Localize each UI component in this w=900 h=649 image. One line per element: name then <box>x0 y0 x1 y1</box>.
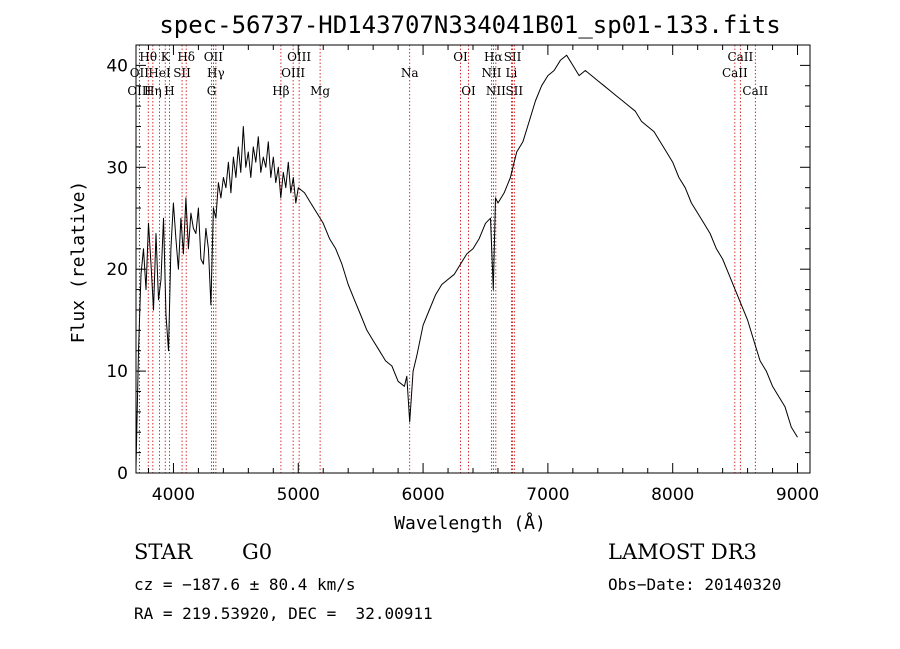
spectral-line-label: OIII <box>127 84 151 98</box>
spectral-line-label: HeI <box>148 66 171 80</box>
redshift-velocity: cz = −187.6 ± 80.4 km/s <box>134 575 356 594</box>
spectral-line-label: SII <box>505 84 523 98</box>
y-tick-label: 40 <box>106 56 128 76</box>
spectral-line-label: OI <box>453 50 468 64</box>
x-tick-label: 8000 <box>651 485 694 505</box>
spectral-line-label: Hα <box>484 50 503 64</box>
flux-line <box>135 54 798 468</box>
y-axis-ticks: 0 10 20 30 40 <box>106 44 810 484</box>
x-tick-label: 5000 <box>277 485 320 505</box>
spectral-line-label: Li <box>506 66 518 80</box>
x-tick-label: 6000 <box>401 485 444 505</box>
x-tick-label: 7000 <box>526 485 569 505</box>
spectral-line-label: Na <box>401 66 419 80</box>
spectral-line-label: OI <box>461 84 476 98</box>
x-axis-label: Wavelength (Å) <box>394 512 546 534</box>
spectral-line-label: Hβ <box>272 84 289 98</box>
spectral-line-label: CaII <box>722 66 748 80</box>
spectral-line-label: OII <box>130 66 150 80</box>
spectral-line-label: K <box>161 50 171 64</box>
observation-date: Obs−Date: 20140320 <box>608 575 782 594</box>
spectral-line-label: G <box>207 84 217 98</box>
spectral-line-label: NII <box>486 84 506 98</box>
spectral-line-label: SII <box>504 50 522 64</box>
spectral-line-label: Mg <box>310 84 330 98</box>
spectral-line-label: OII <box>204 50 224 64</box>
plot-frame <box>135 44 811 474</box>
spectral-line-label: CaII <box>742 84 768 98</box>
spectral-line-markers <box>138 45 756 473</box>
spectral-class: G0 <box>242 540 273 564</box>
x-axis-ticks: 4000 5000 6000 7000 8000 9000 <box>147 45 819 505</box>
y-tick-label: 10 <box>106 362 128 382</box>
survey-name: LAMOST DR3 <box>608 540 757 564</box>
spectral-line-label: SII <box>173 66 191 80</box>
spectrum-chart: spec-56737-HD143707N334041B01_sp01-133.f… <box>68 11 819 534</box>
y-tick-label: 20 <box>106 260 128 280</box>
chart-title: spec-56737-HD143707N334041B01_sp01-133.f… <box>159 11 780 39</box>
spectral-line-label: CaII <box>727 50 753 64</box>
x-tick-label: 4000 <box>152 485 195 505</box>
spectral-line-label: Hγ <box>207 66 225 80</box>
flux-series <box>135 54 798 468</box>
spectral-line-label: Hη <box>144 84 162 98</box>
y-tick-label: 30 <box>106 158 128 178</box>
y-tick-label: 0 <box>117 464 128 484</box>
object-type: STAR <box>134 540 193 564</box>
spectral-line-label: OIII <box>281 66 305 80</box>
y-axis-label: Flux (relative) <box>68 181 89 344</box>
spectral-line-label: Hθ <box>139 50 157 64</box>
spectral-line-label: OIII <box>287 50 311 64</box>
x-tick-label: 9000 <box>776 485 819 505</box>
spectral-line-label: NII <box>481 66 501 80</box>
coordinates: RA = 219.53920, DEC = 32.00911 <box>134 604 433 623</box>
spectral-line-label: Hδ <box>177 50 195 64</box>
spectral-line-label: H <box>164 84 174 98</box>
